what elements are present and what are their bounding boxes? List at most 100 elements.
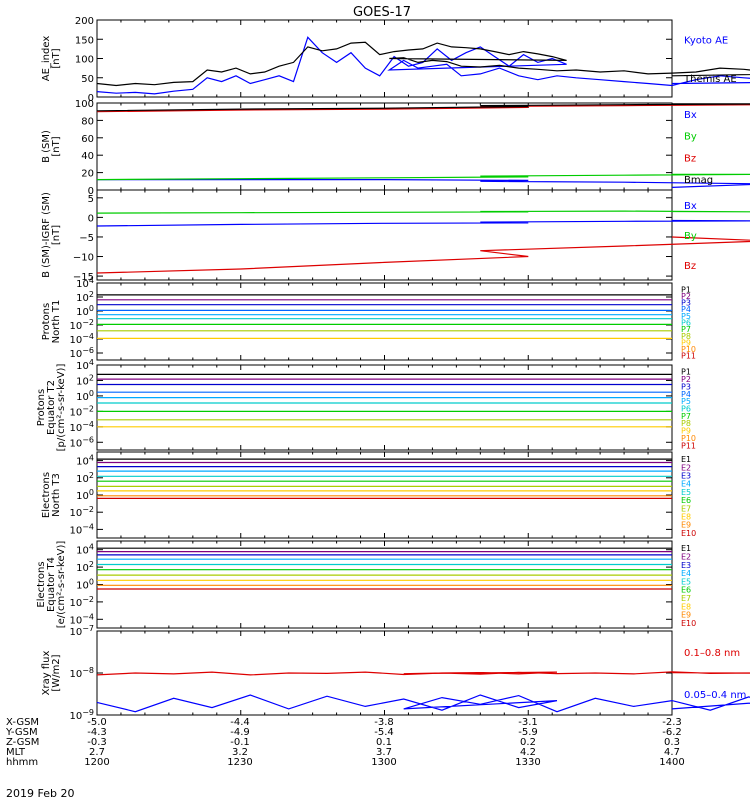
y-axis-label: Electrons	[36, 561, 47, 607]
footer-value: 4.2	[520, 747, 536, 758]
panel-4	[96, 282, 673, 361]
y-tick-label: 102	[76, 373, 94, 387]
panel-8	[96, 630, 750, 716]
panel-data	[96, 210, 750, 274]
panel-frame	[96, 451, 673, 539]
legend-entry: E8	[681, 513, 691, 522]
y-tick-label: 10−6	[69, 435, 94, 449]
footer-value: -3.1	[518, 717, 538, 728]
legend-entry: P7	[681, 325, 691, 334]
y-tick-label: 10−4	[69, 612, 94, 626]
y-tick-label: 100	[76, 488, 94, 502]
y-axis-label: AE_index	[41, 36, 52, 82]
footer-value: 0.3	[664, 737, 680, 748]
y-tick-label: 150	[75, 35, 94, 46]
y-axis-label: [nT]	[51, 48, 62, 68]
legend-entry: E4	[681, 569, 691, 578]
legend-entry: E6	[681, 496, 691, 505]
y-tick-label: 10−4	[69, 332, 94, 346]
panel-2	[96, 102, 750, 191]
legend-entry: Themis AE	[683, 74, 737, 85]
legend-entry: E2	[681, 463, 691, 472]
footer-value: 1330	[515, 757, 540, 768]
footer-row-label: MLT	[6, 747, 26, 758]
footer-value: -5.4	[374, 727, 394, 738]
panel-data	[96, 671, 750, 713]
legend-entry: Bx	[684, 201, 697, 212]
footer-value: 1300	[371, 757, 396, 768]
series-line	[96, 671, 750, 676]
footer-value: -6.2	[662, 727, 682, 738]
legend-entry: Bz	[684, 261, 696, 272]
legend-entry: P9	[681, 427, 691, 436]
y-tick-label: 102	[76, 560, 94, 574]
y-axis-label: [p/(cm²-s-sr-keV)]	[56, 364, 67, 452]
legend-entry: P10	[681, 345, 696, 354]
y-axis-label: Electrons	[41, 472, 52, 518]
series-line	[96, 41, 750, 87]
y-tick-label: 10−2	[69, 505, 94, 519]
legend-entry: E2	[681, 552, 691, 561]
legend-entry: P6	[681, 319, 691, 328]
footer-row-label: Z-GSM	[6, 737, 39, 748]
series-line	[96, 173, 750, 181]
y-tick-label: 80	[81, 116, 94, 127]
legend-entry: Kyoto AE	[684, 35, 728, 46]
legend-entry: Bx	[684, 110, 697, 121]
legend-entry: 0.05–0.4 nm	[684, 690, 746, 701]
y-tick-label: 100	[76, 389, 94, 403]
footer-value: -0.1	[230, 737, 250, 748]
y-tick-label: 100	[76, 578, 94, 592]
y-tick-label: 10−8	[69, 666, 94, 680]
y-axis-label: [e/(cm²-s-sr-keV)]	[56, 541, 67, 629]
y-tick-label: 10−6	[69, 346, 94, 360]
y-tick-label: 20	[81, 169, 94, 180]
y-axis-label: B (SM)-IGRF (SM)	[41, 192, 52, 278]
legend-entry: P9	[681, 338, 691, 347]
legend-entry: P5	[681, 397, 691, 406]
y-axis-label: [nT]	[51, 136, 62, 156]
footer-value: -5.9	[518, 727, 538, 738]
panel-5	[96, 364, 673, 451]
series-line	[97, 179, 750, 188]
y-axis-label: [W/m2]	[51, 654, 62, 691]
legend-entry: P11	[681, 441, 696, 450]
footer-value: -4.3	[87, 727, 107, 738]
y-axis-label: North T3	[51, 473, 62, 517]
y-tick-label: 0	[88, 93, 94, 104]
legend-entry: P7	[681, 412, 691, 421]
series-line	[96, 219, 750, 227]
footer-row-label: hhmm	[6, 757, 38, 768]
series-line	[96, 236, 750, 274]
y-tick-label: 10−2	[69, 595, 94, 609]
plot-title: GOES-17	[353, 5, 411, 20]
panel-frame	[96, 540, 673, 629]
y-axis-label: Equator T4	[46, 557, 57, 612]
legend-entry: By	[684, 132, 697, 143]
legend-entry: E10	[681, 619, 696, 628]
legend-entry: 0.1–0.8 nm	[684, 648, 740, 659]
legend-entry: E1	[681, 544, 691, 553]
footer-value: 4.7	[664, 747, 680, 758]
footer-value: 3.2	[232, 747, 248, 758]
y-tick-label: 0	[88, 186, 94, 197]
legend-entry: E8	[681, 602, 691, 611]
y-tick-label: 10−9	[69, 708, 94, 722]
y-tick-label: 60	[81, 134, 94, 145]
footer-row-label: Y-GSM	[5, 727, 38, 738]
y-tick-label: 10−4	[69, 420, 94, 434]
legend-entry: P3	[681, 382, 691, 391]
footer-value: 0.2	[520, 737, 536, 748]
legend-entry: P6	[681, 405, 691, 414]
y-tick-label: 104	[76, 358, 94, 372]
legend-entry: P8	[681, 419, 691, 428]
y-tick-label: −15	[73, 272, 94, 283]
footer-value: 1230	[227, 757, 252, 768]
footer-value: 3.7	[376, 747, 392, 758]
footer-value: -4.9	[230, 727, 250, 738]
panel-6	[96, 451, 673, 539]
y-tick-label: 10−2	[69, 318, 94, 332]
series-line	[96, 210, 750, 214]
legend-entry: P1	[681, 285, 691, 294]
